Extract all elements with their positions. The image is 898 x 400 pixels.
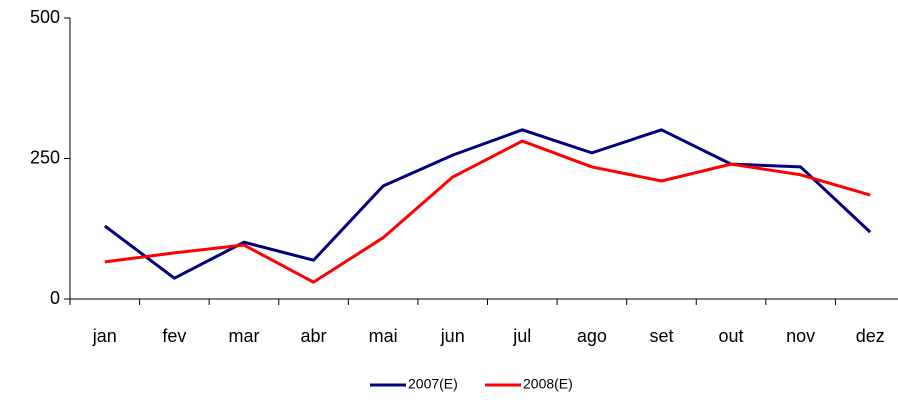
y-tick-label: 250 — [30, 147, 60, 167]
y-tick-label: 0 — [50, 288, 60, 308]
x-tick-label: abr — [301, 326, 327, 346]
series-line — [104, 139, 871, 284]
x-tick-label: jan — [92, 326, 117, 346]
y-tick-label: 500 — [30, 7, 60, 27]
x-tick-label: mar — [228, 326, 259, 346]
legend-label: 2008(E) — [523, 376, 573, 392]
x-tick-label: jun — [440, 326, 465, 346]
series-line — [103, 128, 872, 280]
legend-label: 2007(E) — [408, 376, 458, 392]
legend: 2007(E) 2008(E) — [370, 376, 573, 392]
x-tick-label: out — [719, 326, 744, 346]
x-tick-label: mai — [369, 326, 398, 346]
x-tick-label: set — [649, 326, 673, 346]
x-tick-label: dez — [856, 326, 885, 346]
x-tick-label: ago — [577, 326, 607, 346]
x-tick-label: fev — [162, 326, 186, 346]
x-tick-label: nov — [786, 326, 815, 346]
x-tick-label: jul — [512, 326, 531, 346]
